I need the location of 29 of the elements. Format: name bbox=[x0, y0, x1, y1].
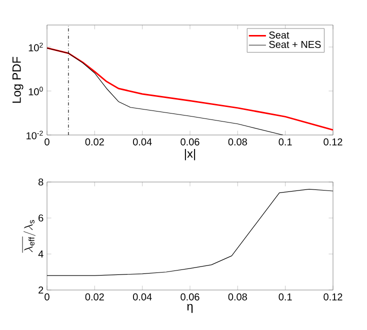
x-tick-label: 0.04 bbox=[132, 138, 152, 146]
x-tick-label: 0 bbox=[44, 138, 50, 146]
y-tick-label: 10$^{0}$ bbox=[28, 86, 43, 96]
line-series bbox=[47, 188, 334, 276]
y-tick-label: 4 bbox=[38, 250, 44, 258]
x-tick-label: 0 bbox=[44, 293, 50, 300]
y-tick-label: 8 bbox=[38, 178, 44, 186]
y-axis-title: $\overline{\lambda_{\mathrm{eff}}} / \lambda_{\mathrm{s}}$ bbox=[22, 220, 36, 253]
x-tick-label: 0.02 bbox=[85, 293, 104, 300]
x-tick-label: 0.04 bbox=[132, 293, 152, 300]
x-tick-label: 0.12 bbox=[324, 138, 342, 146]
y-tick-label: 10$^{2}$ bbox=[28, 42, 43, 52]
y-tick-label: 10$^{-2}$ bbox=[26, 130, 43, 140]
y-tick-label: 2 bbox=[38, 286, 44, 294]
y-tick-label: 6 bbox=[38, 214, 44, 222]
x-tick-label: 0.1 bbox=[278, 138, 292, 146]
x-tick-label: 0.06 bbox=[180, 138, 200, 146]
legend-label: Seat + NES bbox=[269, 40, 321, 48]
x-tick-label: 0.1 bbox=[278, 293, 292, 300]
x-tick-label: 0.08 bbox=[228, 293, 247, 300]
x-tick-label: 0.06 bbox=[180, 293, 200, 300]
legend-label: Seat bbox=[269, 32, 290, 39]
x-tick-label: 0.08 bbox=[228, 138, 247, 146]
line-series bbox=[47, 47, 334, 131]
x-axis-title: η bbox=[187, 304, 193, 313]
x-axis-title: |x| bbox=[184, 148, 196, 160]
x-tick-label: 0.12 bbox=[324, 293, 342, 300]
x-tick-label: 0.02 bbox=[85, 138, 104, 146]
y-axis-title: Log PDF bbox=[12, 56, 24, 103]
